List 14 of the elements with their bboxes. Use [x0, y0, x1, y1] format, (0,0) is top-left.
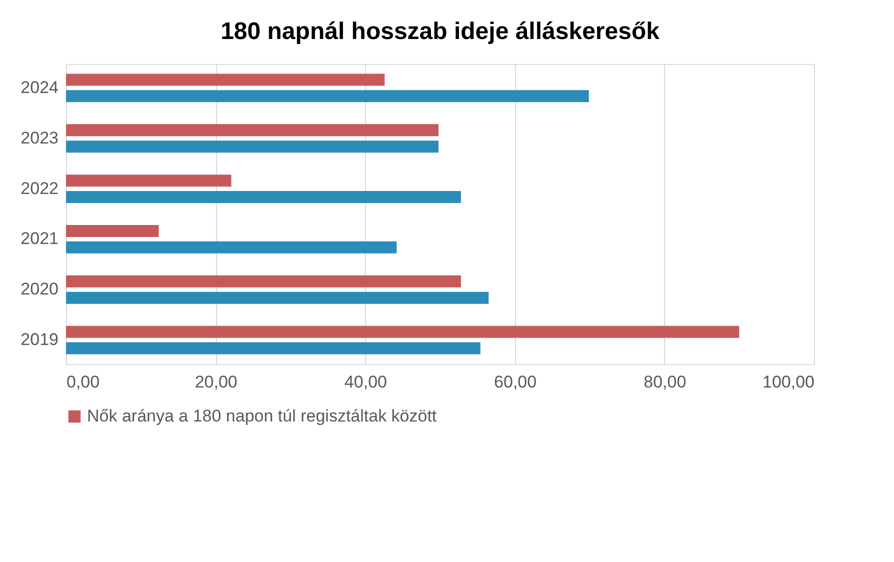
x-tick-label: 40,00: [344, 372, 387, 392]
x-tick-label: 100,00: [762, 372, 814, 392]
chart-title: 180 napnál hosszab ideje álláskeresők: [220, 18, 660, 45]
y-tick-label: 2021: [20, 229, 58, 248]
y-tick-label: 2024: [20, 78, 58, 97]
legend-label: Nők aránya a 180 napon túl regisztáltak között: [87, 406, 437, 426]
x-tick-label: 0,00: [66, 372, 100, 392]
y-tick-label: 2022: [20, 178, 58, 198]
y-tick-label: 2019: [20, 330, 58, 350]
y-tick-label: 2023: [20, 128, 58, 148]
x-tick-label: 80,00: [644, 372, 686, 392]
y-tick-label: 2020: [20, 280, 58, 299]
x-tick-label: 60,00: [494, 372, 537, 392]
x-tick-label: 20,00: [194, 372, 238, 392]
